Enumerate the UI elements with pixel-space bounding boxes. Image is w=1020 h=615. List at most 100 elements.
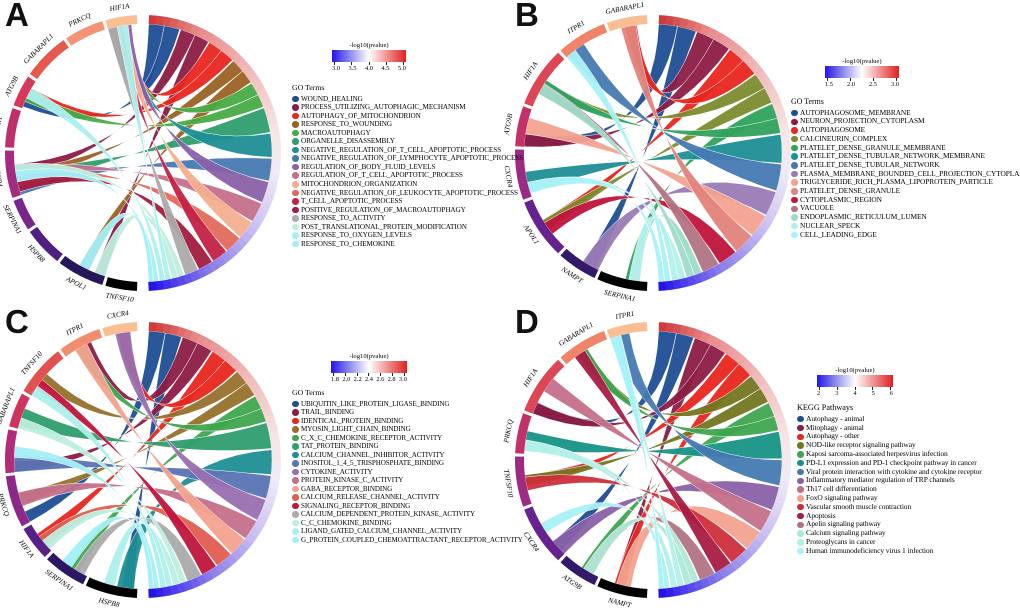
legend-color-dot (797, 547, 804, 555)
legend-item-label: NUCLEAR_SPECK (800, 220, 861, 230)
colorbar-tick-label: 2.0 (847, 80, 855, 88)
pvalue-ring-segment (781, 160, 791, 169)
legend-color-dot (791, 179, 798, 186)
colorbar-tick-label: 2.0 (342, 375, 351, 383)
legend-item-label: PLATELET_DENSE_TUBULAR_NETWORK (800, 159, 940, 169)
legend-color-dot (292, 477, 299, 484)
legend-color-dot (292, 189, 299, 197)
pvalue-ring-segment (214, 256, 226, 268)
gene-label: NAMPT (0, 438, 1, 464)
pvalue-ring-segment (235, 236, 248, 249)
legend-color-dot (292, 172, 299, 179)
pvalue-ring-segment (781, 452, 791, 461)
pvalue-ring-segment (162, 279, 172, 290)
colorbar-tick (854, 387, 856, 390)
colorbar-tick-label: 5.0 (398, 64, 406, 72)
gene-label: ITPR1 (0, 116, 4, 137)
pvalue-ring-segment (766, 207, 779, 219)
pvalue-ring-segment (755, 375, 768, 388)
legend-color-dot (797, 530, 804, 537)
legend-color-dot (292, 129, 299, 137)
pvalue-ring-segment (270, 437, 281, 447)
gene-label: SERPINA1 (603, 288, 636, 303)
colorbar-tick (872, 387, 874, 390)
legend-color-dot (797, 486, 804, 493)
colorbar-ticklabels: 3.0 3.5 4.0 4.5 5.0 (332, 64, 406, 73)
legend-item-label: C_C_CHEMOKINE_BINDING (301, 518, 392, 527)
pvalue-ring-segment (249, 75, 262, 87)
pvalue-ring-segment (249, 219, 261, 232)
colorbar-tick (827, 78, 828, 81)
legend-item-label: UBIQUITIN_LIKE_PROTEIN_LIGASE_BINDING (301, 399, 450, 408)
legend-D: KEGG Pathways Autophagy - animal Mitophag… (797, 403, 982, 556)
pvalue-ring-segment (665, 322, 675, 333)
legend-color-dot (292, 121, 299, 128)
pvalue-ring-segment (750, 63, 763, 75)
legend-item-label: PROTEIN_KINASE_C_ACTIVITY (301, 476, 404, 484)
pvalue-ring-segment (245, 375, 258, 388)
colorbar-tick-label: 2.8 (387, 375, 396, 383)
legend-item-label: Inflammatory mediator regulation of TRP … (806, 475, 955, 485)
colorbar-gradient (825, 66, 899, 78)
legend-color-dot (292, 400, 299, 407)
panel-label-B: B (515, 0, 539, 33)
legend-item-label: PLATELET_DENSE_GRANULE (800, 186, 901, 196)
legend-color-dot (791, 214, 798, 221)
legend-item: AUTOPHAGOSOME_MEMBRANE (791, 108, 1020, 118)
pvalue-ring-segment (240, 538, 253, 551)
legend-item: Mitophagy - animal (797, 423, 982, 433)
gene-label: TNFSF10 (105, 292, 135, 304)
legend-item: Inflammatory mediator regulation of TRP … (797, 476, 982, 485)
gene-arc (59, 255, 105, 285)
colorbar-gradient (331, 361, 407, 373)
pvalue-ring-segment (249, 382, 262, 394)
chord-diagram-C: CXCR4ITPR1TNFSF10GABARAPL1NAMPTPRKCQHIF1… (0, 309, 281, 609)
pvalue-ring-segment (777, 180, 788, 191)
gene-arc (13, 197, 36, 230)
legend-color-dot (797, 521, 804, 528)
pvalue-ring-segment (740, 549, 753, 561)
legend-color-dot (292, 112, 299, 120)
pvalue-ring-segment (672, 586, 682, 597)
pvalue-ring-segment (230, 242, 243, 254)
gene-arc (524, 199, 565, 254)
pvalue-ring-segment (271, 160, 281, 169)
legend-item: TAT_PROTEIN_BINDING (292, 442, 523, 451)
pvalue-ring-segment (780, 437, 791, 447)
pvalue-ring-segment (759, 382, 772, 394)
colorbar-tick (873, 78, 874, 81)
pvalue-ring-segment (202, 337, 214, 350)
gene-label: PRKCQ (0, 491, 11, 518)
pvalue-ring-segment (176, 19, 187, 31)
pvalue-ring-segment (271, 137, 281, 147)
gene-label: NAMPT (606, 596, 633, 610)
pvalue-ring-segment (262, 101, 274, 112)
legend-color-dot (292, 223, 299, 231)
legend-item: ENDOPLASMIC_RETICULUM_LUMEN (791, 212, 1020, 222)
legend-color-dot (797, 459, 804, 467)
pvalue-ring-segment (230, 549, 243, 561)
colorbar-tickmarks (825, 78, 899, 81)
legend-item: PROTEIN_KINASE_C_ACTIVITY (292, 476, 523, 485)
colorbar-tick (333, 373, 334, 376)
pvalue-ring-segment (148, 588, 157, 598)
legend-item: Calcium signaling pathway (797, 528, 982, 538)
legend-color-dot (791, 188, 798, 195)
pvalue-ring-segment (270, 474, 281, 483)
pvalue-ring-segment (750, 231, 763, 244)
legend-color-dot (791, 196, 798, 204)
gene-arc (102, 322, 138, 337)
pvalue-ring-segment (148, 15, 157, 25)
pvalue-ring-segment (750, 370, 763, 382)
legend-color-dot (292, 155, 299, 162)
colorbar-tick (850, 78, 851, 81)
legend-item: NEURON_PROJECTION_CYTOPLASM (791, 117, 1020, 126)
pvalue-ring-segment (271, 153, 281, 161)
legend-item-label: PLATELET_DENSE_TUBULAR_NETWORK_MEMBRANE (800, 151, 985, 161)
pvalue-ring-segment (730, 349, 742, 362)
legend-item-label: TRAIL_BINDING (301, 408, 355, 416)
panel-D: D ITPR1 GABARAPL1 HIF1A PRKCQ TNFSF10 CXCR4 AT… (502, 303, 1020, 614)
pvalue-ring-segment (220, 558, 232, 571)
pvalue-ring-segment (778, 174, 790, 184)
